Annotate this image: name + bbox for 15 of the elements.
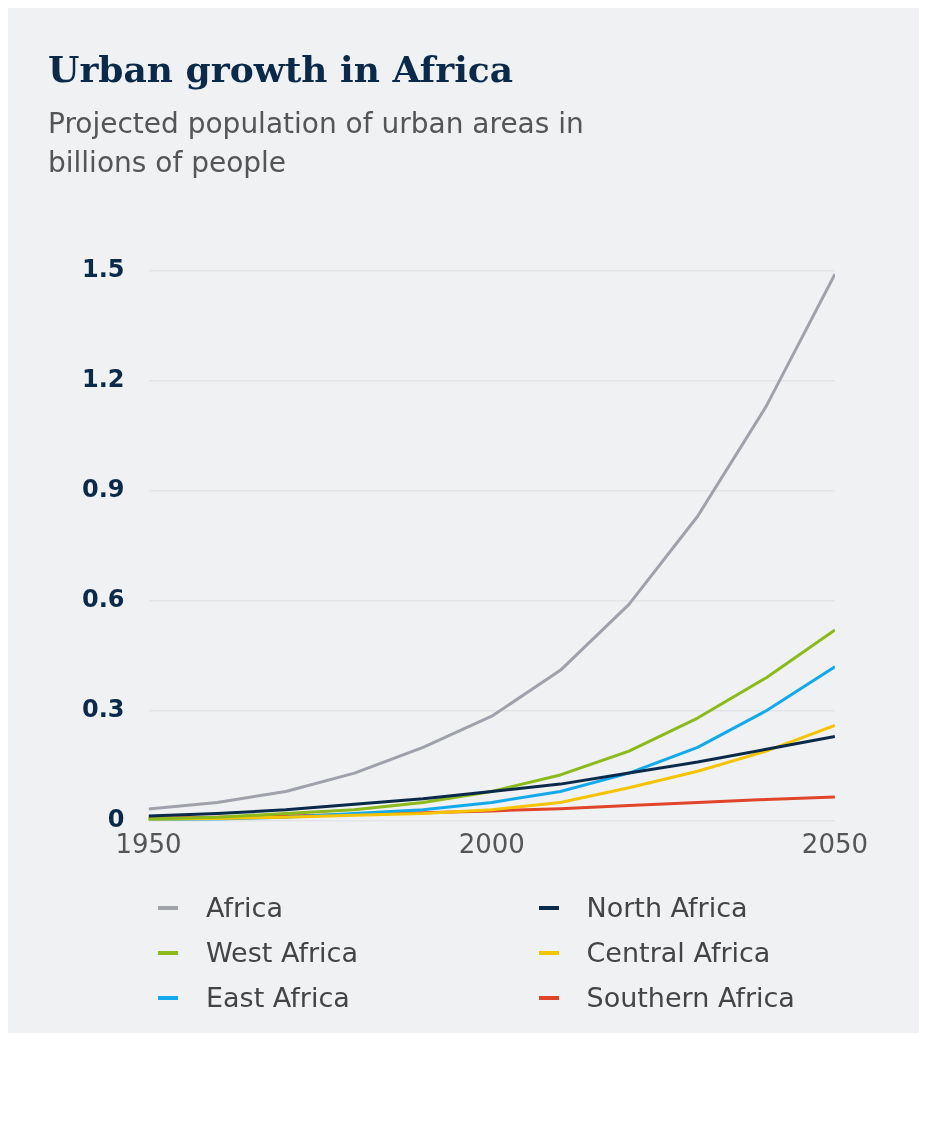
x-tick-label: 2000 <box>458 829 525 860</box>
chart-subtitle: Projected population of urban areas in billions of people <box>48 106 585 182</box>
x-tick-label: 2050 <box>801 829 868 860</box>
y-tick-label: 0.9 <box>82 475 125 504</box>
y-tick-label: 1.5 <box>82 255 125 284</box>
y-tick-label: 0.6 <box>82 585 125 614</box>
legend-label: Africa <box>206 892 284 924</box>
legend-label: Central Africa <box>586 937 771 969</box>
y-tick-label: 1.2 <box>82 365 125 394</box>
chart-title: Urban growth in Africa <box>48 48 515 90</box>
legend-label: North Africa <box>586 892 748 924</box>
y-tick-label: 0.3 <box>82 695 125 724</box>
legend-label: East Africa <box>206 982 350 1014</box>
legend-label: West Africa <box>206 937 358 969</box>
legend-label: Southern Africa <box>586 982 795 1014</box>
